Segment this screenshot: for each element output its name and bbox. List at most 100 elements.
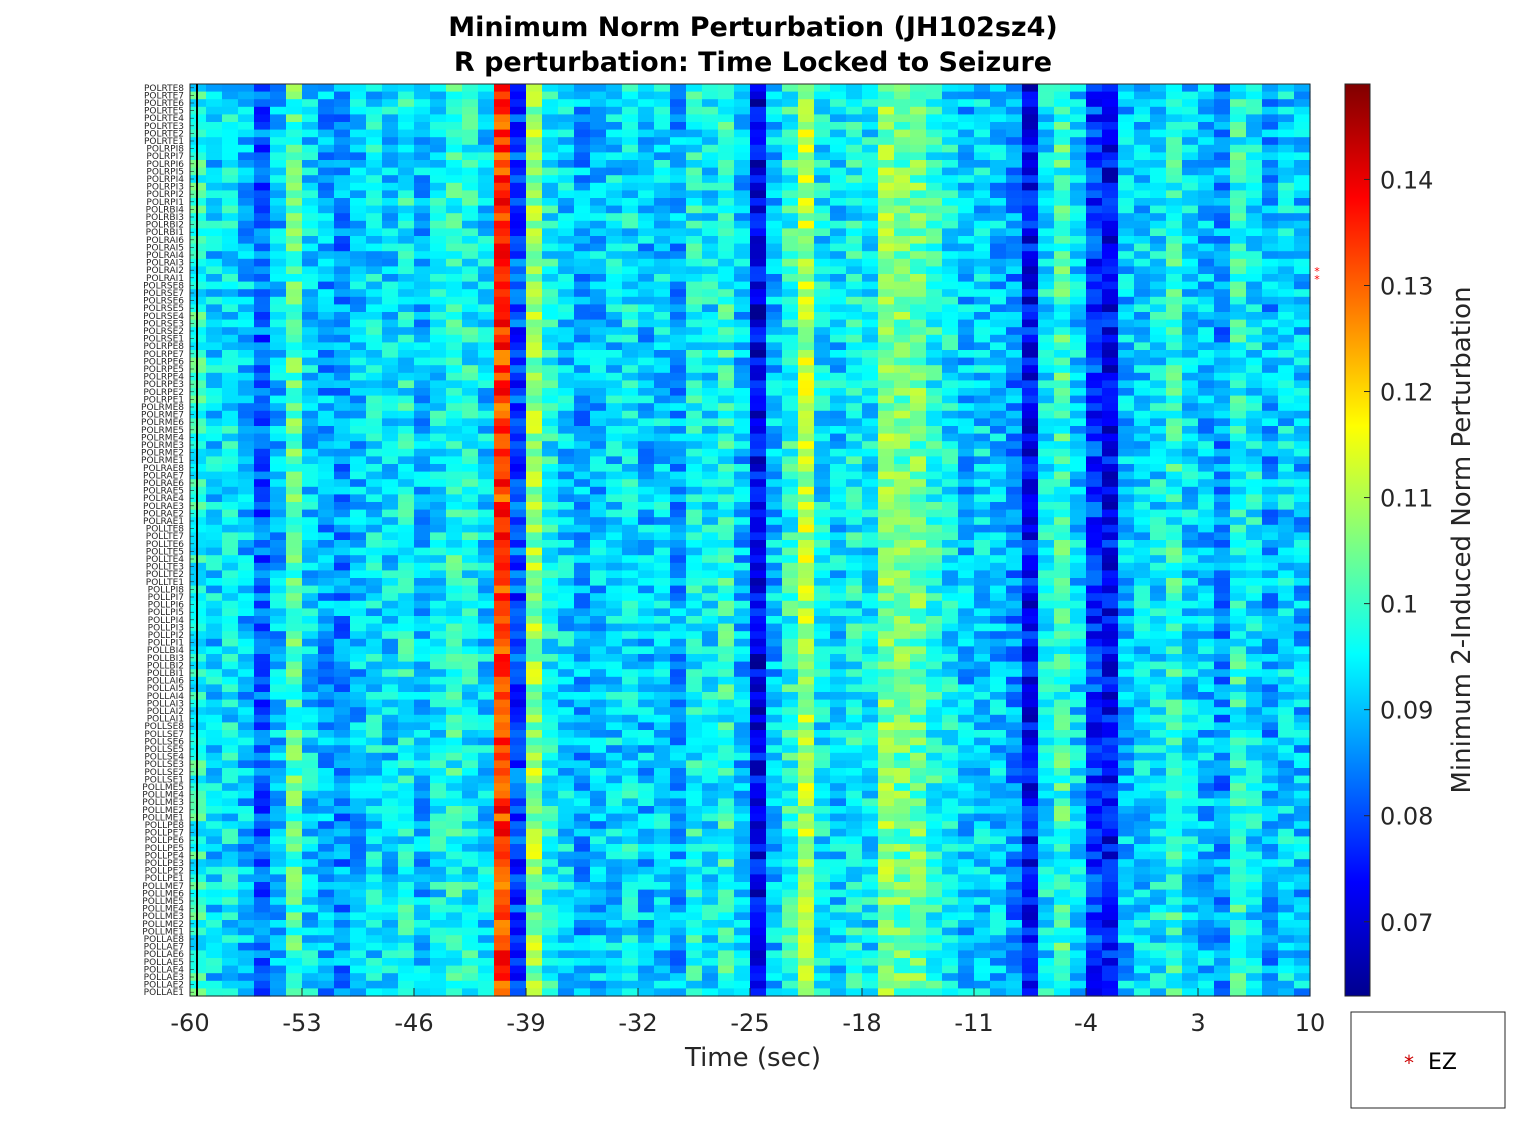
heatmap-cell <box>462 882 479 891</box>
heatmap-cell <box>574 106 591 115</box>
heatmap-cell <box>254 388 271 397</box>
heatmap-cell <box>254 502 271 511</box>
heatmap-cell <box>798 410 815 419</box>
heatmap-cell <box>398 357 415 366</box>
heatmap-cell <box>494 144 511 153</box>
heatmap-cell <box>318 464 335 473</box>
heatmap-cell <box>606 236 623 245</box>
heatmap-cell <box>526 692 543 701</box>
heatmap-cell <box>798 920 815 929</box>
heatmap-cell <box>622 638 639 647</box>
heatmap-cell <box>398 585 415 594</box>
heatmap-cell <box>222 555 239 564</box>
heatmap-cell <box>670 91 687 100</box>
heatmap-cell <box>318 547 335 556</box>
heatmap-cell <box>350 281 367 290</box>
heatmap-cell <box>734 608 751 617</box>
heatmap-cell <box>222 897 239 906</box>
heatmap-cell <box>238 578 255 587</box>
heatmap-cell <box>430 327 447 336</box>
heatmap-cell <box>606 714 623 723</box>
heatmap-cell <box>414 608 431 617</box>
heatmap-cell <box>766 395 783 404</box>
heatmap-cell <box>702 722 719 731</box>
heatmap-cell <box>318 578 335 587</box>
heatmap-cell <box>782 889 799 898</box>
heatmap-cell <box>606 258 623 267</box>
heatmap-cell <box>574 327 591 336</box>
heatmap-cell <box>622 372 639 381</box>
heatmap-cell <box>494 676 511 685</box>
heatmap-cell <box>446 737 463 746</box>
heatmap-cell <box>734 350 751 359</box>
heatmap-cell <box>526 502 543 511</box>
heatmap-cell <box>782 608 799 617</box>
heatmap-cell <box>382 737 399 746</box>
heatmap-cell <box>254 334 271 343</box>
heatmap-cell <box>542 889 559 898</box>
heatmap-cell <box>574 699 591 708</box>
heatmap-cell <box>222 418 239 427</box>
heatmap-cell <box>702 137 719 146</box>
heatmap-cell <box>558 806 575 815</box>
heatmap-cell <box>798 380 815 389</box>
heatmap-cell <box>526 965 543 974</box>
heatmap-cell <box>846 175 863 184</box>
heatmap-cell <box>254 654 271 663</box>
heatmap-cell <box>526 882 543 891</box>
heatmap-cell <box>766 585 783 594</box>
heatmap-cell <box>494 866 511 875</box>
heatmap-cell <box>654 494 671 503</box>
heatmap-cell <box>238 418 255 427</box>
heatmap-cell <box>782 562 799 571</box>
heatmap-cell <box>542 654 559 663</box>
heatmap-cell <box>670 236 687 245</box>
heatmap-cell <box>734 441 751 450</box>
heatmap-cell <box>478 692 495 701</box>
heatmap-cell <box>446 448 463 457</box>
heatmap-cell <box>190 654 207 663</box>
heatmap-cell <box>190 904 207 913</box>
heatmap-cell <box>558 84 575 93</box>
heatmap-cell <box>574 866 591 875</box>
heatmap-cell <box>590 365 607 374</box>
heatmap-cell <box>206 448 223 457</box>
heatmap-cell <box>446 426 463 435</box>
heatmap-cell <box>190 517 207 526</box>
heatmap-cell <box>654 965 671 974</box>
heatmap-cell <box>830 228 847 237</box>
heatmap-cell <box>622 205 639 214</box>
heatmap-cell <box>318 243 335 252</box>
heatmap-cell <box>718 927 735 936</box>
heatmap-cell <box>718 205 735 214</box>
heatmap-cell <box>254 160 271 169</box>
heatmap-cell <box>462 220 479 229</box>
heatmap-cell <box>350 927 367 936</box>
heatmap-cell <box>238 137 255 146</box>
heatmap-cell <box>350 471 367 480</box>
heatmap-cell <box>606 904 623 913</box>
heatmap-cell <box>190 942 207 951</box>
heatmap-cell <box>190 236 207 245</box>
heatmap-cell <box>190 768 207 777</box>
heatmap-cell <box>494 768 511 777</box>
heatmap-cell <box>622 213 639 222</box>
heatmap-cell <box>782 122 799 131</box>
heatmap-cell <box>798 585 815 594</box>
heatmap-cell <box>654 502 671 511</box>
heatmap-cell <box>190 524 207 533</box>
heatmap-cell <box>318 99 335 108</box>
heatmap-cell <box>222 99 239 108</box>
heatmap-cell <box>398 730 415 739</box>
heatmap-cell <box>782 730 799 739</box>
heatmap-cell <box>334 426 351 435</box>
heatmap-cell <box>494 760 511 769</box>
heatmap-cell <box>606 973 623 982</box>
heatmap-cell <box>398 471 415 480</box>
heatmap-cell <box>542 456 559 465</box>
heatmap-cell <box>606 365 623 374</box>
heatmap-cell <box>350 403 367 412</box>
heatmap-cell <box>222 684 239 693</box>
heatmap-cell <box>478 517 495 526</box>
heatmap-cell <box>750 509 767 518</box>
